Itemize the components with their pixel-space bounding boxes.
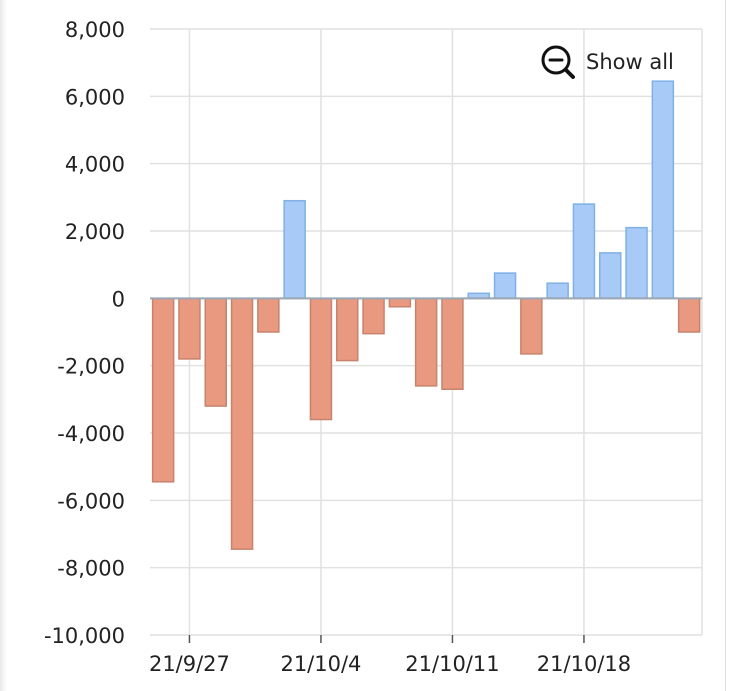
x-tick-label: 21/9/27 bbox=[149, 652, 230, 676]
bar bbox=[178, 297, 201, 360]
y-tick-label: 0 bbox=[112, 287, 125, 311]
right-panel-edge bbox=[725, 0, 750, 691]
x-axis-tick-labels: 21/9/27 21/10/4 21/10/11 21/10/18 bbox=[149, 635, 631, 676]
bar bbox=[230, 297, 254, 550]
y-tick-label: 2,000 bbox=[65, 220, 125, 244]
y-axis-tick-labels: 8,000 6,000 4,000 2,000 0 -2,000 -4,000 -6,000 -… bbox=[44, 18, 125, 648]
y-tick-label: -6,000 bbox=[57, 489, 125, 513]
bar bbox=[651, 80, 675, 300]
zoom-out-icon bbox=[541, 45, 575, 79]
bars bbox=[151, 80, 701, 550]
show-all-label: Show all bbox=[586, 50, 674, 74]
x-tick-label: 21/10/4 bbox=[280, 652, 361, 676]
bar bbox=[414, 297, 438, 387]
bar bbox=[520, 297, 543, 355]
grid bbox=[150, 28, 703, 636]
show-all-button[interactable]: Show all bbox=[540, 44, 674, 80]
y-tick-label: -4,000 bbox=[57, 422, 125, 446]
y-tick-label: 4,000 bbox=[65, 153, 125, 177]
left-panel-edge bbox=[0, 0, 7, 691]
bar bbox=[599, 252, 622, 300]
bar bbox=[151, 297, 175, 483]
bar bbox=[572, 203, 596, 300]
bar bbox=[336, 297, 359, 362]
bar bbox=[625, 226, 648, 300]
bar bbox=[388, 297, 412, 308]
bar bbox=[362, 297, 385, 335]
y-tick-label: -2,000 bbox=[57, 355, 125, 379]
y-tick-label: -10,000 bbox=[44, 624, 125, 648]
x-tick-label: 21/10/18 bbox=[537, 652, 631, 676]
bar bbox=[441, 297, 464, 390]
bar bbox=[283, 199, 306, 300]
x-tick-label: 21/10/11 bbox=[405, 652, 499, 676]
bar bbox=[546, 282, 569, 300]
bar bbox=[257, 297, 280, 333]
y-tick-label: -8,000 bbox=[57, 557, 125, 581]
bar bbox=[204, 297, 227, 407]
bar bbox=[493, 272, 517, 300]
y-tick-label: 8,000 bbox=[65, 18, 125, 42]
y-tick-label: 6,000 bbox=[65, 85, 125, 109]
bar bbox=[677, 297, 701, 333]
bar bbox=[309, 297, 333, 421]
